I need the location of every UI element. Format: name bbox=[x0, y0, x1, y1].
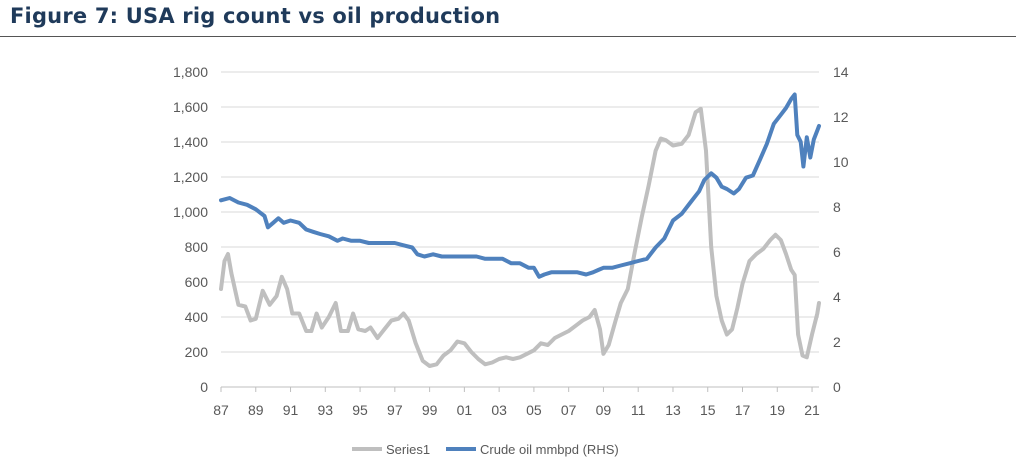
y-left-tick-label: 1,800 bbox=[173, 64, 208, 80]
y-right-tick-label: 4 bbox=[833, 289, 841, 305]
y-right-tick-label: 14 bbox=[833, 64, 849, 80]
y-left-tick-label: 600 bbox=[185, 274, 209, 290]
y-right-tick-label: 12 bbox=[833, 109, 849, 125]
y-left-tick-label: 1,600 bbox=[173, 99, 208, 115]
y-left-tick-label: 1,000 bbox=[173, 204, 208, 220]
x-tick-label: 91 bbox=[283, 402, 299, 418]
right-axis-ticks: 0 2 4 6 8 10 12 14 bbox=[833, 64, 849, 395]
gridlines bbox=[221, 71, 819, 388]
x-tick-label: 17 bbox=[735, 402, 751, 418]
y-left-tick-label: 1,200 bbox=[173, 169, 208, 185]
y-right-tick-label: 0 bbox=[833, 379, 841, 395]
x-tick-label: 89 bbox=[248, 402, 264, 418]
x-tick-label: 07 bbox=[561, 402, 577, 418]
x-tick-label: 15 bbox=[700, 402, 716, 418]
legend-item-crude-oil-label: Crude oil mmbpd (RHS) bbox=[480, 442, 619, 457]
x-tick-label: 05 bbox=[526, 402, 542, 418]
x-tick-label: 97 bbox=[387, 402, 403, 418]
x-tick-label: 21 bbox=[804, 402, 820, 418]
x-tick-label: 19 bbox=[769, 402, 785, 418]
x-tick-label: 01 bbox=[457, 402, 473, 418]
crude-oil-line bbox=[219, 92, 821, 279]
x-tick-label: 99 bbox=[422, 402, 438, 418]
legend: Series1 Crude oil mmbpd (RHS) bbox=[352, 442, 619, 457]
y-right-tick-label: 8 bbox=[833, 199, 841, 215]
series1-line bbox=[219, 106, 821, 368]
y-left-tick-label: 800 bbox=[185, 239, 209, 255]
x-tick-label: 93 bbox=[318, 402, 334, 418]
x-tick-label: 13 bbox=[665, 402, 681, 418]
left-axis-ticks: 0 200 400 600 800 1,000 1,200 1,400 1,600 1,800 bbox=[173, 64, 208, 395]
y-right-tick-label: 10 bbox=[833, 154, 849, 170]
y-right-tick-label: 6 bbox=[833, 244, 841, 260]
figure-title: Figure 7: USA rig count vs oil productio… bbox=[10, 4, 501, 28]
y-right-tick-label: 2 bbox=[833, 334, 841, 350]
x-tick-label: 03 bbox=[491, 402, 507, 418]
x-tick-label: 09 bbox=[596, 402, 612, 418]
y-left-tick-label: 400 bbox=[185, 309, 209, 325]
series-layer bbox=[219, 92, 821, 368]
legend-item-series1-label: Series1 bbox=[386, 442, 430, 457]
title-rule bbox=[0, 36, 1016, 37]
x-tick-label: 11 bbox=[631, 402, 646, 418]
x-axis-ticks: 87 89 91 93 95 97 99 01 03 05 07 09 11 13 15 17 19 21 bbox=[213, 387, 820, 418]
y-left-tick-label: 0 bbox=[200, 379, 208, 395]
x-tick-label: 95 bbox=[352, 402, 368, 418]
y-left-tick-label: 1,400 bbox=[173, 134, 208, 150]
y-left-tick-label: 200 bbox=[185, 344, 209, 360]
x-tick-label: 87 bbox=[213, 402, 229, 418]
